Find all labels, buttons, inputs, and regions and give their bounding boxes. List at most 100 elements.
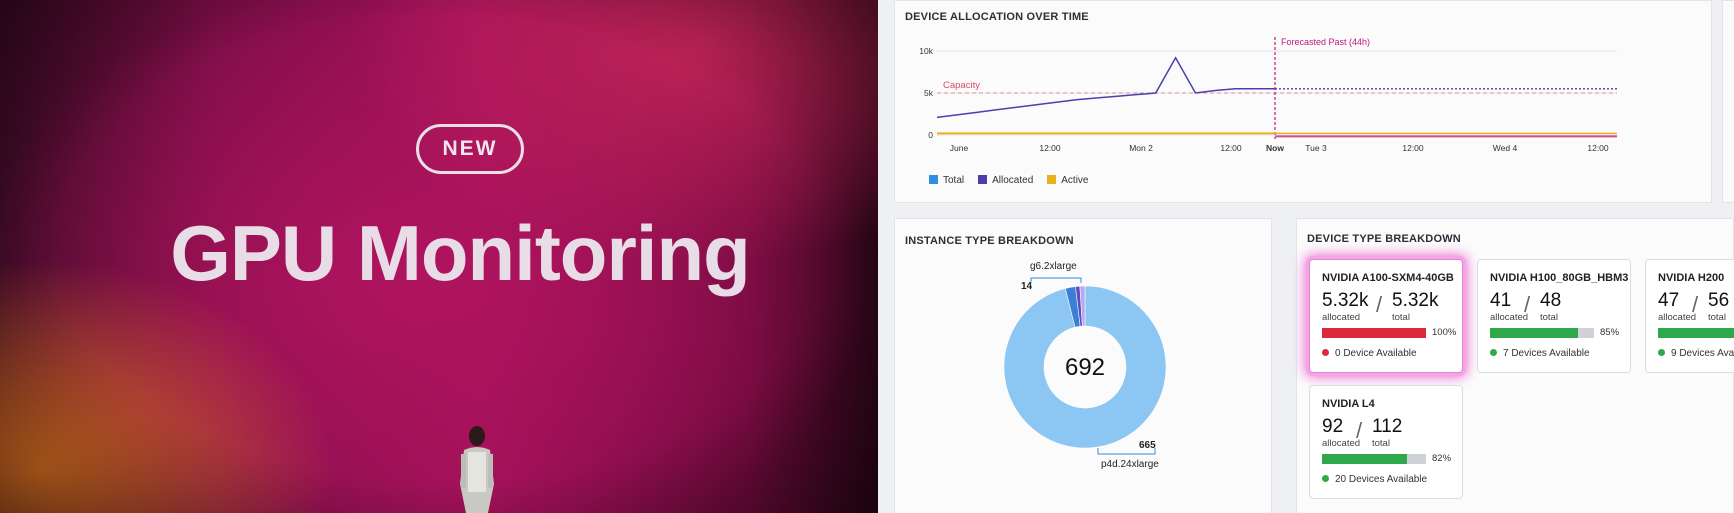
stage-title: GPU Monitoring	[170, 209, 751, 297]
allocated-value: 5.32k	[1322, 290, 1369, 311]
status-dot-icon	[1322, 349, 1329, 356]
status-dot-icon	[1490, 349, 1497, 356]
legend-swatch-allocated	[978, 175, 988, 184]
legend-item-allocated[interactable]: Allocated	[978, 175, 1033, 186]
instance-type-panel: INSTANCE TYPE BREAKDOWN 692 g6.2xlarge 1…	[894, 218, 1272, 513]
allocation-bar-fill	[1322, 328, 1426, 338]
x-tick-label: Wed 4	[1493, 143, 1518, 153]
allocated-value: 92	[1322, 416, 1344, 437]
total-label: total	[1392, 312, 1410, 323]
total-label: total	[1708, 312, 1726, 323]
allocation-percent: 82%	[1432, 453, 1452, 464]
value-separator: /	[1376, 292, 1383, 317]
device-name: NVIDIA L4	[1322, 398, 1375, 410]
x-tick-label: Tue 3	[1305, 143, 1327, 153]
device-name: NVIDIA H200	[1658, 272, 1725, 284]
allocated-label: allocated	[1322, 312, 1361, 323]
allocation-bar	[1658, 328, 1734, 338]
device-card-h100[interactable]: NVIDIA H100_80GB_HBM3 41 / 48 allocated …	[1477, 259, 1631, 373]
allocation-panel: DEVICE ALLOCATION OVER TIME 10k 5k 0 Capaci…	[894, 0, 1712, 203]
value-separator: /	[1356, 418, 1363, 443]
availability-text: 7 Devices Available	[1503, 348, 1590, 359]
instance-panel-title: INSTANCE TYPE BREAKDOWN	[905, 235, 1074, 247]
availability-status: 0 Device Available	[1322, 348, 1417, 359]
legend-label-active: Active	[1061, 175, 1089, 186]
x-tick-label: 12:00	[1402, 143, 1424, 153]
allocated-label: allocated	[1490, 312, 1529, 323]
x-tick-label: 12:00	[1587, 143, 1609, 153]
legend-swatch-total	[929, 175, 938, 184]
availability-text: 20 Devices Available	[1335, 474, 1428, 485]
device-name: NVIDIA A100-SXM4-40GB	[1322, 272, 1454, 284]
device-card-a100[interactable]: NVIDIA A100-SXM4-40GB 5.32k / 5.32k allo…	[1309, 259, 1463, 373]
availability-text: 9 Devices Available	[1671, 348, 1734, 359]
total-value: 5.32k	[1392, 290, 1439, 311]
allocation-bar-fill	[1322, 454, 1408, 464]
allocated-value: 41	[1490, 290, 1512, 311]
value-separator: /	[1524, 292, 1531, 317]
gpu-dashboard: DEVICE ALLOCATION OVER TIME 10k 5k 0 Capaci…	[878, 0, 1734, 513]
allocation-bar	[1322, 454, 1426, 464]
availability-status: 7 Devices Available	[1490, 348, 1590, 359]
allocated-label: allocated	[1658, 312, 1697, 323]
device-card-h200[interactable]: NVIDIA H200 47 / 56 allocated total 9 De…	[1645, 259, 1734, 373]
status-dot-icon	[1658, 349, 1665, 356]
allocation-bar-fill	[1658, 328, 1734, 338]
x-tick-label: June	[950, 143, 969, 153]
device-name: NVIDIA H100_80GB_HBM3	[1490, 272, 1629, 284]
presentation-stage: NEW GPU Monitoring	[0, 0, 878, 513]
slice-label-p4d: p4d.24xlarge	[1101, 459, 1159, 470]
value-separator: /	[1692, 292, 1699, 317]
allocation-chart: 10k 5k 0 Capacity Forecasted Past (44h) June 1…	[919, 37, 1617, 153]
y-tick-label: 10k	[919, 46, 933, 56]
x-tick-label: 12:00	[1039, 143, 1061, 153]
legend-label-total: Total	[943, 175, 965, 186]
availability-status: 9 Devices Available	[1658, 348, 1734, 359]
allocation-bar	[1490, 328, 1594, 338]
legend-item-active[interactable]: Active	[1047, 175, 1089, 186]
slice-value-p4d: 665	[1139, 440, 1156, 451]
device-type-panel: DEVICE TYPE BREAKDOWN NVIDIA A100-SXM4-4…	[1296, 218, 1734, 513]
allocation-bar-fill	[1490, 328, 1579, 338]
allocated-value: 47	[1658, 290, 1680, 311]
allocation-bar	[1322, 328, 1426, 338]
instance-donut-chart: 692 g6.2xlarge 14 665 p4d.24xlarge	[1003, 261, 1167, 470]
total-value: 56	[1708, 290, 1730, 311]
donut-center-value: 692	[1065, 354, 1105, 381]
slice-label-g6: g6.2xlarge	[1030, 261, 1077, 272]
capacity-label: Capacity	[943, 80, 980, 91]
donut-slice[interactable]	[1003, 285, 1167, 449]
device-panel-title: DEVICE TYPE BREAKDOWN	[1307, 233, 1461, 245]
x-tick-label: Now	[1266, 143, 1284, 153]
slice-value-g6: 14	[1021, 281, 1033, 292]
x-tick-label: 12:00	[1220, 143, 1242, 153]
allocation-percent: 85%	[1600, 327, 1620, 338]
status-dot-icon	[1322, 475, 1329, 482]
side-panel-edge	[1722, 0, 1734, 203]
x-tick-label: Mon 2	[1129, 143, 1153, 153]
y-tick-label: 5k	[924, 88, 934, 98]
total-value: 112	[1372, 416, 1403, 437]
availability-text: 0 Device Available	[1335, 348, 1417, 359]
forecast-label: Forecasted Past (44h)	[1281, 37, 1370, 47]
new-badge: NEW	[416, 124, 524, 174]
series-line-allocated	[936, 56, 1275, 119]
presenter-figure	[460, 426, 494, 513]
device-card-l4[interactable]: NVIDIA L4 92 / 112 allocated total 82% 2…	[1309, 385, 1463, 499]
donut-slice[interactable]	[1079, 285, 1086, 327]
slice-leader-g6	[1030, 277, 1082, 283]
allocation-panel-title: DEVICE ALLOCATION OVER TIME	[905, 11, 1089, 23]
legend-label-allocated: Allocated	[992, 175, 1034, 186]
slice-leader-p4d	[1097, 448, 1156, 455]
total-label: total	[1372, 438, 1390, 449]
allocation-percent: 100%	[1432, 327, 1457, 338]
legend-swatch-active	[1047, 175, 1057, 184]
allocation-legend: Total Allocated Active	[929, 175, 1089, 186]
allocated-label: allocated	[1322, 438, 1361, 449]
legend-item-total[interactable]: Total	[929, 175, 964, 186]
total-value: 48	[1540, 290, 1562, 311]
total-label: total	[1540, 312, 1558, 323]
availability-status: 20 Devices Available	[1322, 474, 1427, 485]
stage-vignette	[0, 0, 878, 513]
y-tick-label: 0	[928, 130, 933, 140]
